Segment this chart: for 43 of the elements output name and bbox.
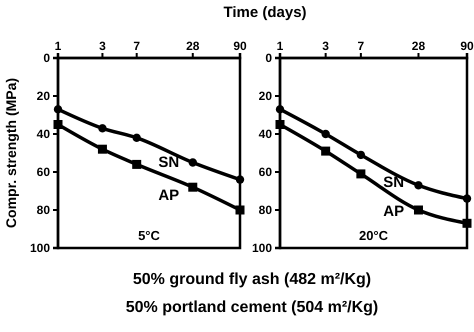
point	[54, 120, 62, 129]
y-axis-title: Compr. strength (MPa)	[3, 78, 19, 228]
y-tick-label: 20	[258, 88, 272, 103]
x-tick-label: 90	[460, 39, 474, 53]
point	[188, 182, 198, 192]
x-axis-title: Time (days)	[223, 4, 307, 21]
point	[98, 124, 107, 132]
y-tick-label: 60	[258, 164, 272, 179]
series-label: SN	[158, 154, 180, 172]
y-tick-label: 0	[265, 50, 272, 65]
x-tick-label: 3	[99, 39, 106, 53]
series-label: AP	[158, 186, 180, 204]
y-tick-label: 40	[36, 126, 50, 141]
annotation: 20°C	[358, 228, 389, 243]
y-tick-label: 80	[258, 202, 272, 217]
y-tick-label: 80	[36, 202, 50, 217]
y-tick-label: 40	[258, 126, 272, 141]
x-tick-label: 90	[233, 39, 247, 53]
y-tick-label: 100	[30, 240, 50, 255]
x-tick-label: 1	[54, 39, 62, 53]
point	[98, 144, 107, 154]
point	[276, 120, 284, 129]
point	[188, 158, 197, 167]
x-tick-label: 28	[186, 39, 200, 53]
x-tick-label: 28	[412, 39, 426, 53]
point	[414, 181, 423, 190]
x-tick-label: 1	[276, 39, 284, 53]
series-label: AP	[383, 202, 404, 220]
point	[414, 206, 423, 214]
x-tick-label: 3	[322, 39, 330, 53]
y-tick-label: 100	[252, 240, 272, 255]
point	[276, 105, 284, 114]
point	[321, 146, 330, 156]
x-tick-label: 7	[358, 39, 365, 53]
text: 50% portland cement (504 m²/Kg)	[126, 299, 378, 316]
y-tick-label: 20	[36, 88, 50, 103]
annotation: 5°C	[138, 228, 161, 243]
y-tick-label: 60	[36, 164, 50, 179]
point	[321, 130, 330, 138]
x-tick-label: 7	[133, 39, 140, 53]
y-tick-label: 0	[43, 50, 50, 65]
point	[54, 105, 62, 114]
text: 50% ground fly ash (482 m²/Kg)	[132, 271, 372, 288]
